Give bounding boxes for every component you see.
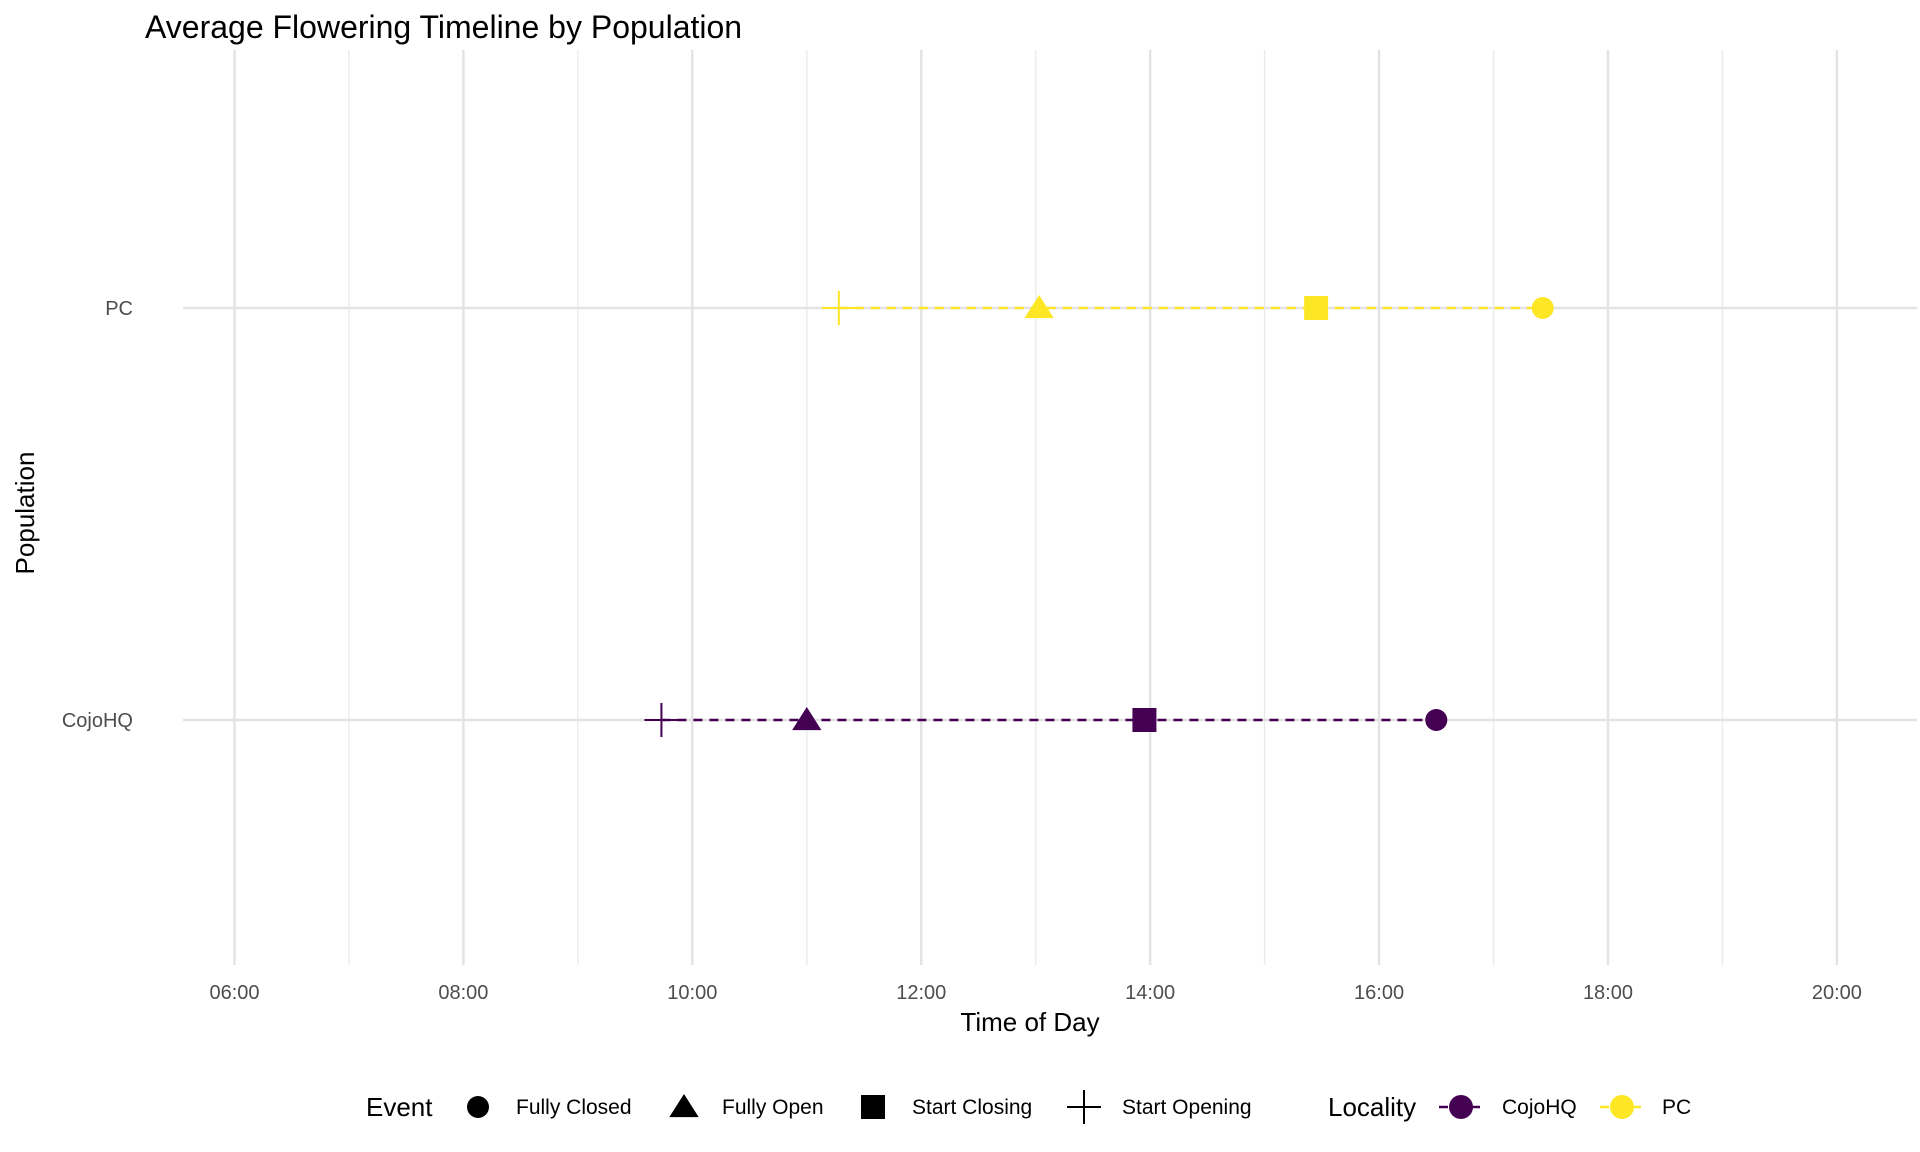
legend-event-key-circle xyxy=(467,1096,489,1118)
x-tick-label-06:00: 06:00 xyxy=(209,982,259,1004)
y-axis-title: Population xyxy=(10,452,40,575)
point-CojoHQ-fully-closed xyxy=(1425,709,1448,731)
legend-locality-dot xyxy=(1610,1095,1634,1119)
x-tick-label-16:00: 16:00 xyxy=(1354,982,1404,1004)
x-tick-label-18:00: 18:00 xyxy=(1583,982,1633,1004)
point-CojoHQ-start-closing xyxy=(1132,708,1157,732)
legend-event-key-triangle xyxy=(669,1094,699,1118)
legend-locality-dot xyxy=(1449,1095,1473,1119)
series-PC xyxy=(821,291,1554,325)
series-CojoHQ xyxy=(644,703,1448,737)
legend-event-label: Fully Open xyxy=(722,1096,824,1119)
legend-event-label: Start Opening xyxy=(1122,1096,1252,1119)
legend-locality-title: Locality xyxy=(1328,1092,1416,1122)
x-tick-label-08:00: 08:00 xyxy=(438,982,488,1004)
legend-locality-key-CojoHQ xyxy=(1439,1095,1483,1119)
legend-event-label: Start Closing xyxy=(912,1096,1032,1119)
x-tick-label-20:00: 20:00 xyxy=(1812,982,1862,1004)
chart-title: Average Flowering Timeline by Population xyxy=(145,9,742,45)
legend-event-label: Fully Closed xyxy=(516,1096,632,1119)
series-layer xyxy=(644,291,1554,737)
y-tick-labels: CojoHQ PC xyxy=(62,298,133,732)
legend-locality-key-PC xyxy=(1600,1095,1644,1119)
x-tick-label-10:00: 10:00 xyxy=(667,982,717,1004)
y-tick-label-PC: PC xyxy=(105,298,133,320)
x-tick-label-12:00: 12:00 xyxy=(896,982,946,1004)
legend-event-key-plus xyxy=(1067,1090,1101,1124)
point-PC-fully-open xyxy=(1024,295,1054,319)
legend-locality-label: PC xyxy=(1662,1096,1691,1119)
legend-event-key-square xyxy=(861,1095,885,1119)
x-tick-label-14:00: 14:00 xyxy=(1125,982,1175,1004)
point-PC-fully-closed xyxy=(1531,297,1554,319)
point-CojoHQ-fully-open xyxy=(792,707,822,731)
legend: Event Locality Fully Closed Fully Open Sta… xyxy=(366,1090,1691,1124)
x-axis-title: Time of Day xyxy=(960,1007,1099,1037)
grid-layer xyxy=(183,50,1917,965)
point-PC-start-opening xyxy=(821,291,856,325)
x-tick-labels: 06:00 08:00 10:00 12:00 14:00 16:00 18:00 20:00 xyxy=(209,982,1861,1004)
point-CojoHQ-start-opening xyxy=(644,703,679,737)
point-PC-start-closing xyxy=(1304,296,1329,320)
legend-event-title: Event xyxy=(366,1092,433,1122)
y-tick-label-CojoHQ: CojoHQ xyxy=(62,710,133,732)
legend-locality-label: CojoHQ xyxy=(1502,1096,1577,1119)
